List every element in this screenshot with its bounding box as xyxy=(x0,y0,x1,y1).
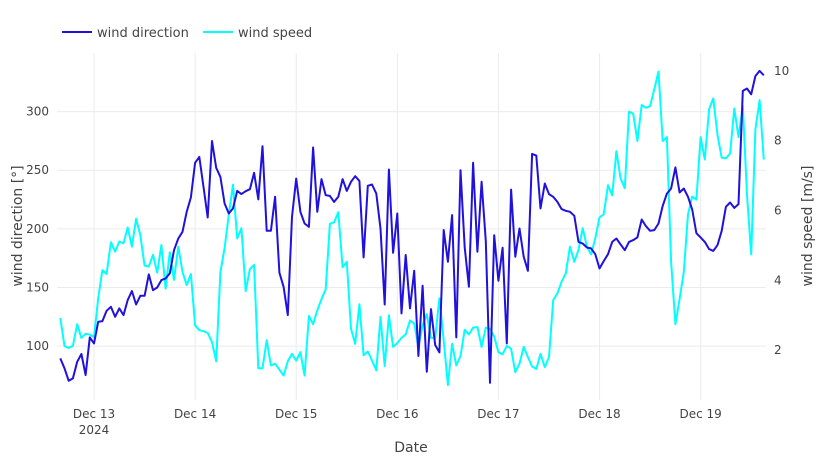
series-layer xyxy=(59,69,765,386)
series-line-wind-direction xyxy=(59,69,765,384)
y-axis-title: wind direction [°] xyxy=(10,165,26,286)
legend: wind direction wind speed xyxy=(62,26,312,41)
y2-tick-label: 8 xyxy=(774,134,782,148)
x-tick-label: Dec 19 xyxy=(679,407,721,421)
series-line-wind-speed xyxy=(59,70,765,386)
x-tick-label: Dec 18 xyxy=(578,407,620,421)
y2-tick-label: 10 xyxy=(774,64,789,78)
legend-label-wind-speed: wind speed xyxy=(238,26,312,41)
legend-item-wind-direction[interactable]: wind direction xyxy=(62,26,189,41)
x-axis-title: Date xyxy=(394,440,427,456)
y2-tick-label: 6 xyxy=(774,203,782,217)
y-tick-label: 300 xyxy=(26,105,49,119)
y2-tick-label: 4 xyxy=(774,273,782,287)
x-tick-label: Dec 16 xyxy=(376,407,418,421)
x-tick-label: Dec 13 xyxy=(73,407,115,421)
y-tick-label: 250 xyxy=(26,163,49,177)
x-axis-ticks: Dec 13 2024 Dec 14 Dec 15 Dec 16 Dec 17 Dec 18… xyxy=(73,407,722,437)
y2-tick-label: 2 xyxy=(774,343,782,357)
x-tick-label: Dec 15 xyxy=(275,407,317,421)
y-tick-label: 150 xyxy=(26,280,49,294)
x-tick-label: Dec 14 xyxy=(174,407,216,421)
y-tick-label: 200 xyxy=(26,222,49,236)
y-tick-label: 100 xyxy=(26,339,49,353)
y2-axis-ticks: 2 4 6 8 10 xyxy=(774,64,789,357)
y2-axis-title: wind speed [m/s] xyxy=(800,166,816,287)
legend-label-wind-direction: wind direction xyxy=(97,26,189,41)
legend-item-wind-speed[interactable]: wind speed xyxy=(203,26,312,41)
x-tick-sublabel: 2024 xyxy=(79,423,110,437)
y-axis-ticks: 100 150 200 250 300 xyxy=(26,105,49,353)
x-tick-label: Dec 17 xyxy=(477,407,519,421)
